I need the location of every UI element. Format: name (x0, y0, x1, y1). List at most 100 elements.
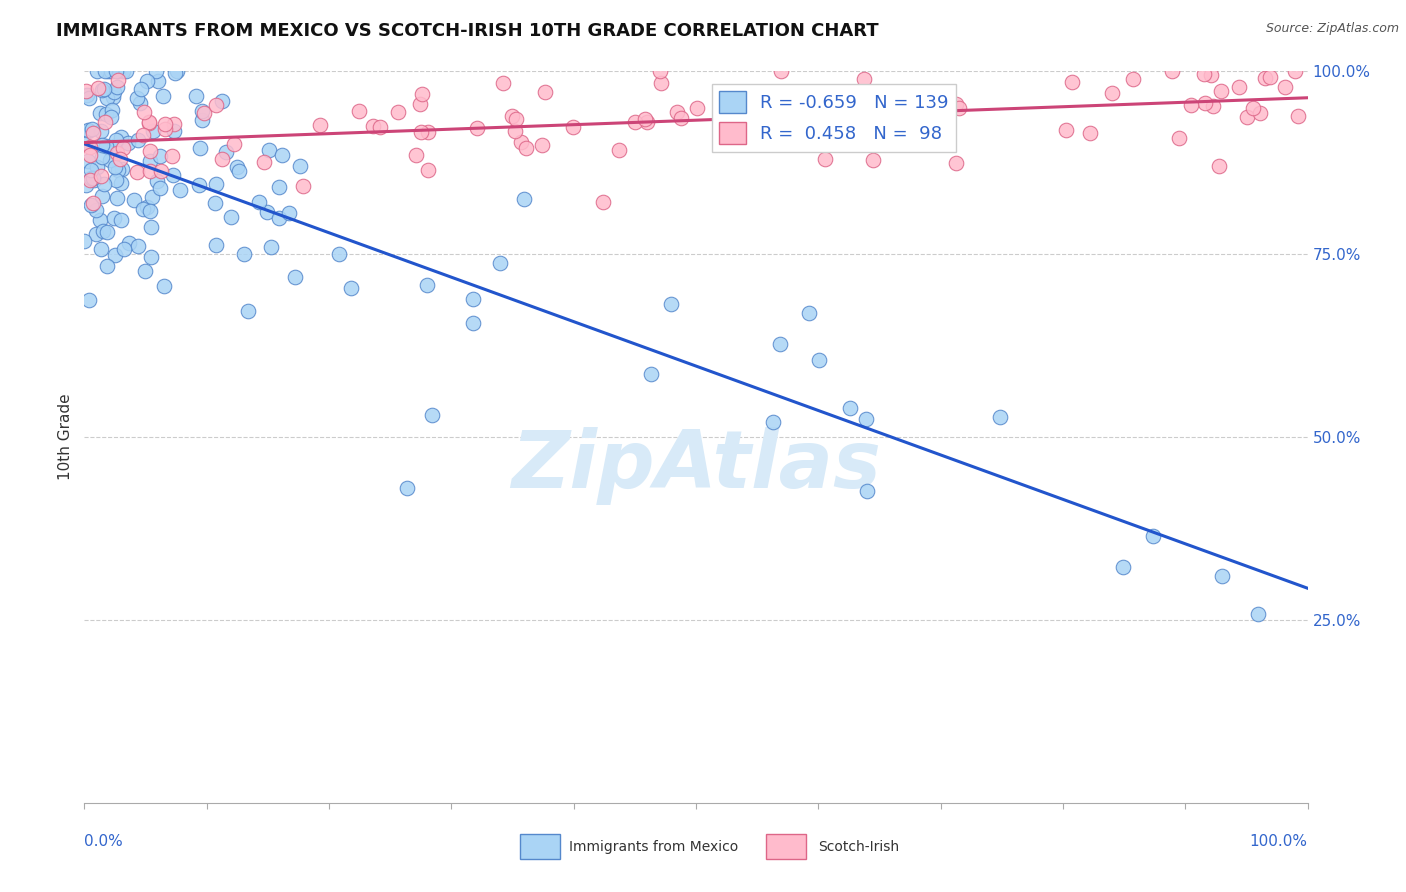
Point (110, 176, 132, 190)
Point (222, 136, 245, 151)
Point (411, 87, 433, 101)
Point (96, 259, 118, 273)
Point (75, 178, 97, 193)
Point (361, 120, 384, 134)
Point (139, 163, 162, 178)
Point (267, 180, 290, 194)
Point (1227, 79, 1250, 94)
Point (146, 174, 169, 188)
Point (166, 64, 188, 78)
Point (855, 412, 877, 426)
Point (139, 145, 162, 159)
Point (1160, 64, 1182, 78)
Point (247, 194, 270, 209)
Point (1168, 131, 1191, 145)
Point (278, 206, 301, 220)
Point (862, 153, 884, 167)
Point (465, 121, 488, 136)
Point (418, 125, 440, 139)
Point (762, 415, 785, 429)
Point (1122, 72, 1144, 87)
Point (415, 277, 437, 292)
Point (503, 124, 526, 138)
Point (1101, 86, 1123, 100)
Point (187, 178, 209, 192)
Point (75, 84, 97, 98)
Point (79, 139, 101, 153)
Point (191, 112, 214, 127)
Point (636, 115, 658, 129)
Point (96, 225, 118, 239)
Point (665, 105, 688, 120)
Point (492, 76, 515, 90)
Point (1112, 559, 1135, 574)
Point (799, 306, 821, 320)
Point (1194, 96, 1216, 111)
Point (145, 64, 167, 78)
Point (160, 149, 183, 163)
Point (368, 120, 391, 135)
Point (607, 143, 630, 157)
Point (94, 115, 117, 129)
Point (101, 90, 124, 104)
Point (1209, 84, 1232, 98)
Point (153, 117, 176, 131)
Point (84, 227, 107, 241)
Point (127, 133, 149, 147)
Point (105, 173, 128, 187)
Point (139, 219, 162, 234)
Point (153, 278, 176, 293)
Point (513, 192, 536, 206)
Point (163, 65, 186, 79)
Point (112, 242, 135, 256)
Point (111, 162, 134, 177)
Point (108, 152, 131, 166)
Text: Source: ZipAtlas.com: Source: ZipAtlas.com (1265, 22, 1399, 36)
Point (132, 105, 155, 120)
Point (149, 181, 172, 195)
Point (686, 101, 709, 115)
Point (505, 112, 527, 127)
Point (188, 141, 211, 155)
Point (1260, 70, 1282, 85)
Point (141, 190, 163, 204)
Point (142, 124, 165, 138)
Point (215, 145, 238, 159)
Point (501, 109, 523, 123)
Point (204, 196, 226, 211)
Point (82, 127, 104, 141)
Point (592, 194, 614, 209)
Point (122, 193, 145, 207)
Point (80, 197, 103, 211)
Text: Scotch-Irish: Scotch-Irish (818, 839, 900, 854)
Point (661, 297, 683, 311)
Point (1054, 123, 1077, 137)
Point (488, 256, 510, 270)
Point (104, 248, 127, 262)
Point (110, 129, 132, 144)
Point (461, 316, 484, 330)
Point (1060, 74, 1083, 88)
Point (80, 122, 103, 136)
Point (1192, 67, 1215, 81)
Point (129, 82, 152, 96)
Point (270, 148, 292, 162)
Point (640, 367, 662, 381)
Point (134, 264, 156, 278)
Point (284, 269, 307, 284)
Point (211, 94, 233, 108)
Point (148, 74, 170, 88)
Point (105, 64, 128, 78)
Point (93, 81, 115, 95)
Point (103, 139, 125, 153)
Point (340, 281, 363, 295)
Point (839, 105, 862, 120)
Point (112, 64, 135, 78)
Point (292, 179, 315, 194)
Point (90, 150, 112, 164)
Point (1180, 98, 1202, 112)
Point (238, 304, 260, 318)
Point (138, 116, 160, 130)
Point (96, 139, 118, 153)
Point (132, 128, 155, 143)
